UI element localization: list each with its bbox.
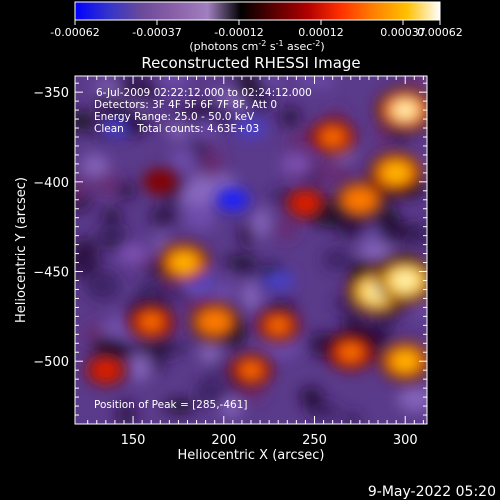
- hotspot-core: [152, 176, 168, 188]
- info-line-detectors: Detectors: 3F 4F 5F 6F 7F 8F, Att 0: [94, 99, 277, 111]
- texture-blob: [168, 121, 188, 140]
- x-axis: 150 200 250 300: [87, 76, 424, 448]
- x-tick-label: 250: [302, 433, 327, 448]
- y-tick-label: −400: [33, 176, 69, 191]
- texture-blob: [90, 337, 129, 358]
- texture-blob: [117, 400, 136, 424]
- texture-blob: [199, 147, 224, 179]
- texture-blob: [382, 222, 419, 243]
- coldspot: [280, 152, 313, 175]
- texture-blob: [322, 247, 351, 272]
- texture-blob: [127, 355, 151, 382]
- hotspot-core: [172, 254, 195, 271]
- texture-blob: [165, 398, 196, 414]
- peak-position-label: Position of Peak = [285,-461]: [94, 399, 248, 411]
- texture-blob: [207, 103, 238, 129]
- texture-blob: [161, 76, 189, 90]
- info-line-energy: Energy Range: 25.0 - 50.0 keV: [94, 111, 255, 123]
- hotspot-core: [241, 363, 261, 377]
- texture-blob: [84, 270, 121, 302]
- y-tick-label: −500: [33, 355, 69, 370]
- texture-blob: [234, 76, 264, 100]
- hotspot-core: [204, 314, 226, 330]
- hotspot-core: [268, 318, 288, 333]
- hotspot-core: [141, 314, 162, 329]
- texture-blob: [358, 241, 395, 262]
- heatmap-image: [75, 76, 427, 424]
- coldspot: [262, 269, 295, 292]
- texture-blob: [75, 110, 93, 133]
- texture-blob: [312, 76, 335, 88]
- info-line-time: 6-Jul-2009 02:22:12.000 to 02:24:12.000: [96, 87, 312, 99]
- hotspot-core: [349, 192, 371, 208]
- texture-blob: [94, 227, 129, 241]
- hotspot-core: [97, 363, 115, 377]
- x-axis-label: Heliocentric X (arcsec): [178, 448, 325, 463]
- texture-blob: [279, 106, 302, 129]
- texture-blob: [75, 171, 88, 201]
- hotspot-core: [340, 344, 362, 360]
- info-line-clean: Clean Total counts: 4.63E+03: [94, 123, 259, 135]
- colorbar-tick-label: 0.00012: [298, 26, 344, 39]
- coldspot: [235, 117, 267, 140]
- texture-blob: [169, 148, 198, 173]
- hotspot-core: [394, 353, 417, 370]
- x-tick-label: 300: [393, 433, 418, 448]
- texture-blob: [332, 294, 352, 312]
- texture-blob: [241, 281, 262, 312]
- texture-blob: [273, 217, 299, 241]
- y-tick-label: −450: [33, 266, 69, 281]
- texture-blob: [221, 398, 242, 419]
- texture-blob: [397, 385, 427, 413]
- texture-blob: [93, 90, 115, 109]
- hotspot-core: [392, 101, 418, 120]
- texture-blob: [137, 339, 171, 356]
- texture-blob: [238, 223, 255, 248]
- texture-blob: [101, 207, 123, 227]
- colorbar-tick-label: -0.00062: [50, 26, 99, 39]
- texture-blob: [199, 337, 221, 366]
- texture-blob: [81, 154, 109, 177]
- texture-blob: [224, 255, 258, 270]
- coldspot: [117, 242, 150, 265]
- coldspot: [98, 117, 131, 140]
- colorbar-tick-label: -0.00037: [132, 26, 181, 39]
- colorbar-ticks: -0.00062 -0.00037 -0.00012 0.00012 0.000370.…: [50, 20, 463, 39]
- hotspot-core: [296, 197, 315, 210]
- texture-blob: [342, 410, 362, 424]
- texture-blob: [251, 207, 271, 238]
- y-axis: −350 −400 −450 −500: [33, 82, 427, 416]
- chart-title: Reconstructed RHESSI Image: [141, 54, 360, 72]
- texture-blob: [410, 76, 427, 91]
- texture-blob: [297, 76, 314, 87]
- texture-blob: [313, 159, 352, 185]
- texture-blob: [75, 237, 99, 261]
- y-axis-label: Heliocentric Y (arcsec): [14, 177, 29, 323]
- texture-blob: [184, 201, 217, 232]
- colorbar-tick-label: -0.00012: [214, 26, 263, 39]
- y-tick-label: −350: [33, 86, 69, 101]
- hotspot-core: [384, 164, 408, 182]
- texture-blob: [137, 282, 157, 301]
- texture-blob: [212, 282, 235, 304]
- colorbar-tick-label: 0.00037: [380, 26, 426, 39]
- texture-blob: [117, 181, 137, 200]
- colorbar-tick-label: 0.00062: [417, 26, 463, 39]
- texture-blob: [194, 376, 228, 406]
- colorbar: [74, 1, 441, 21]
- texture-blob: [149, 206, 178, 226]
- colorbar-unit-label: (photons cm-2 s-1 asec-2): [189, 39, 324, 53]
- hotspot-core: [322, 129, 343, 145]
- hotspot-core: [392, 271, 418, 290]
- timestamp: 9-May-2022 05:20: [368, 484, 496, 500]
- x-tick-label: 200: [211, 433, 236, 448]
- coldspot: [216, 188, 249, 211]
- texture-blob: [303, 385, 324, 413]
- heatmap-spots: [85, 87, 427, 387]
- x-tick-label: 150: [121, 433, 146, 448]
